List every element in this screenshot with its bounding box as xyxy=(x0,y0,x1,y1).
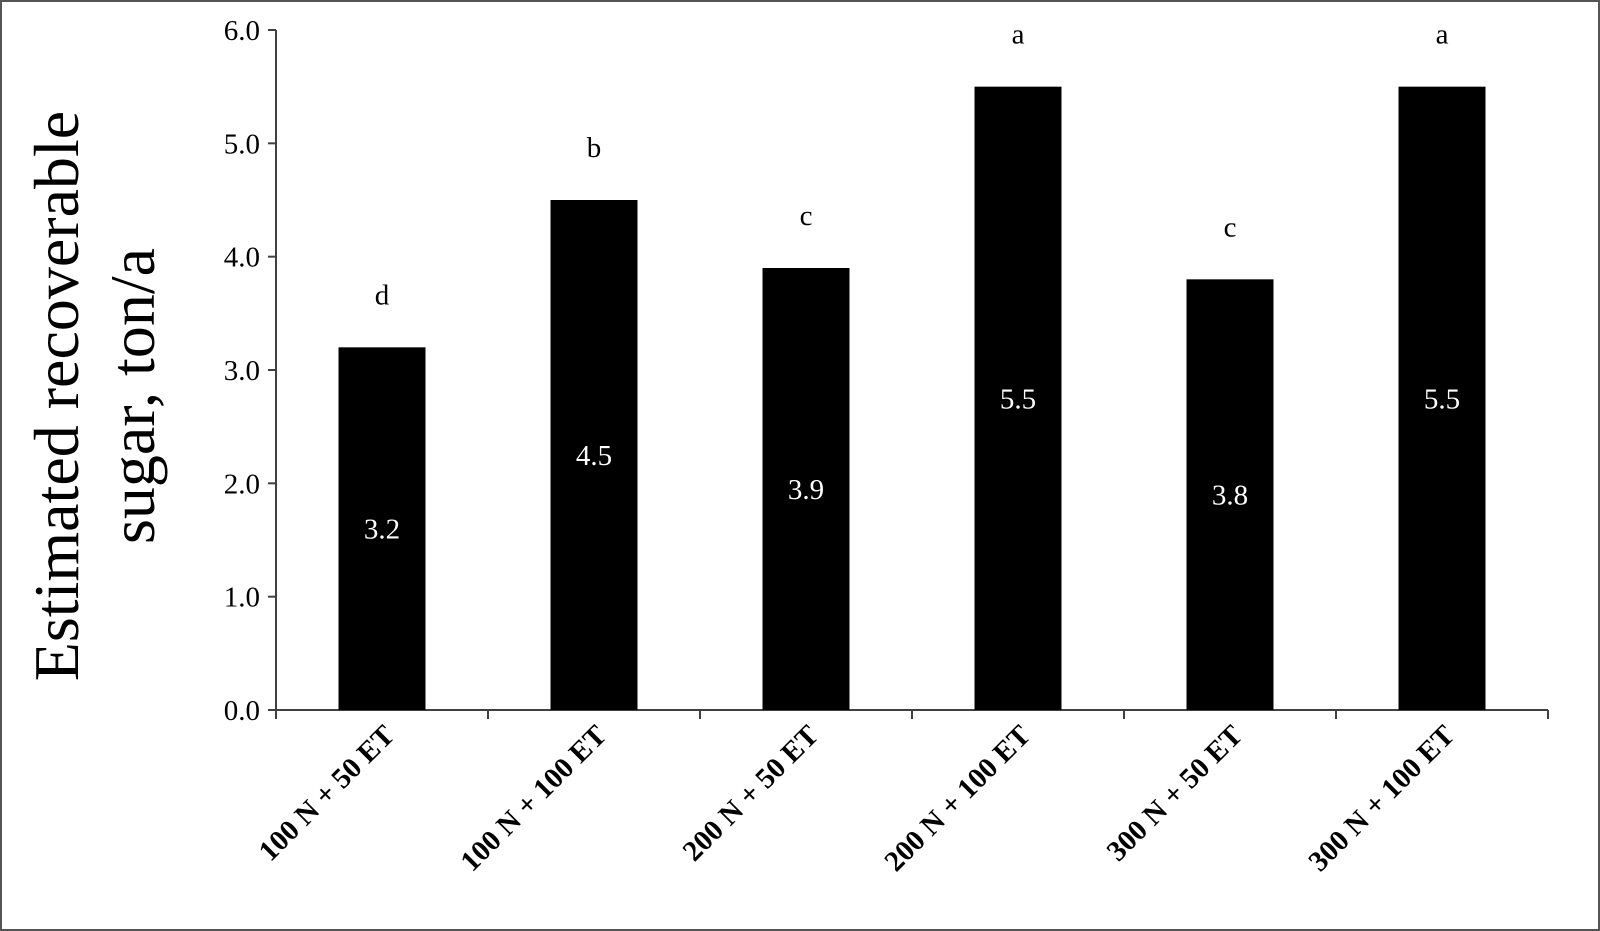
bar xyxy=(974,86,1062,710)
bar-value-label: 3.2 xyxy=(364,514,400,546)
significance-letter: a xyxy=(1436,19,1449,51)
significance-letter: c xyxy=(1224,211,1237,243)
bar xyxy=(1186,279,1274,710)
y-tick-label: 6.0 xyxy=(224,15,260,47)
bar-value-label: 5.5 xyxy=(1424,383,1460,415)
bar xyxy=(762,268,850,710)
y-tick-label: 4.0 xyxy=(224,242,260,274)
y-tick-label: 0.0 xyxy=(224,695,260,727)
bar xyxy=(1398,86,1486,710)
bar-value-label: 5.5 xyxy=(1000,383,1036,415)
y-tick-label: 5.0 xyxy=(224,128,260,160)
significance-letter: b xyxy=(587,132,602,164)
y-axis-label: Estimated recoverable sugar, ton/a xyxy=(21,111,168,681)
y-tick-label: 1.0 xyxy=(224,582,260,614)
bar-value-label: 3.9 xyxy=(788,474,824,506)
y-tick-label: 3.0 xyxy=(224,355,260,387)
bar-value-label: 3.8 xyxy=(1212,480,1248,512)
y-axis-label-line: Estimated recoverable xyxy=(21,111,92,681)
significance-letter: d xyxy=(375,279,390,311)
y-axis: 0.0 1.0 2.0 3.0 4.0 5.0 6.0 xyxy=(224,15,277,727)
bar xyxy=(550,200,638,710)
significance-letter: a xyxy=(1012,19,1025,51)
bar xyxy=(338,347,426,710)
y-axis-label-line: sugar, ton/a xyxy=(97,248,168,544)
bar-value-label: 4.5 xyxy=(576,440,612,472)
y-tick-label: 2.0 xyxy=(224,468,260,500)
significance-letter: c xyxy=(800,200,813,232)
bars: 3.2 d 4.5 b 3.9 c 5.5 a 3.8 c 5.5 a xyxy=(338,19,1486,710)
